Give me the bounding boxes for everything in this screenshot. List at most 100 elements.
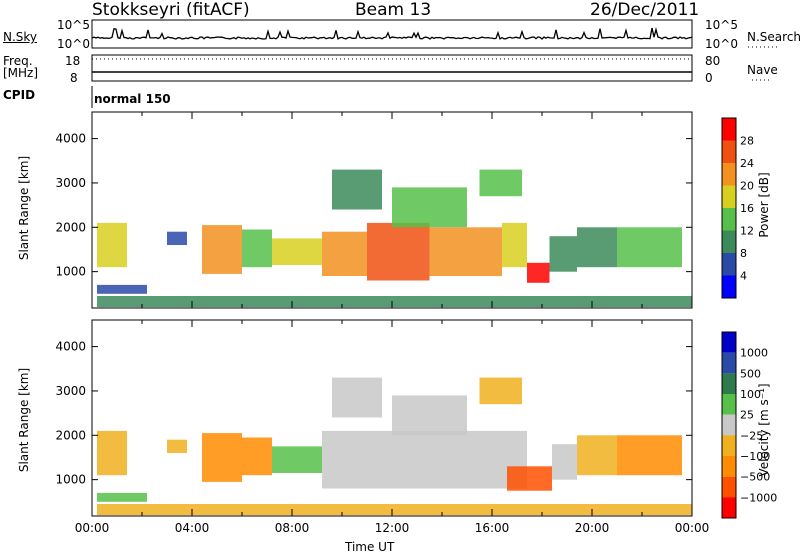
velocity-colorbar-segment-1 bbox=[722, 352, 736, 374]
velocity-echo-region-12 bbox=[617, 435, 682, 476]
power-echo-region-16 bbox=[97, 284, 147, 294]
nsearch-bottom-tick: 10^0 bbox=[705, 37, 738, 51]
velocity-colorbar-tick: −100 bbox=[740, 450, 770, 463]
nave-bottom-tick: 0 bbox=[705, 71, 713, 85]
nsearch-label: N.Search bbox=[747, 30, 800, 44]
power-colorbar-tick: 24 bbox=[740, 157, 754, 170]
velocity-colorbar-segment-2 bbox=[722, 373, 736, 394]
velocity-echo-region-8 bbox=[479, 377, 522, 405]
power-echo-region-10 bbox=[479, 169, 522, 197]
freq-unit-label: [MHz] bbox=[3, 66, 39, 80]
power-echo-region-17 bbox=[97, 296, 692, 308]
velocity-echo-region-13 bbox=[97, 492, 147, 502]
power-colorbar-segment-4 bbox=[722, 185, 736, 208]
power-colorbar-tick: 28 bbox=[740, 135, 754, 148]
nsearch-top-tick: 10^5 bbox=[705, 18, 738, 32]
xtick-label: 08:00 bbox=[275, 521, 310, 535]
power-colorbar-frame bbox=[721, 117, 737, 299]
power-colorbar-tick: 16 bbox=[740, 202, 754, 215]
velocity-echo-region-6 bbox=[332, 377, 382, 418]
station-title: Stokkseyri (fitACF) bbox=[92, 0, 250, 20]
xtick-label: 00:00 bbox=[675, 521, 710, 535]
velocity-colorbar-segment-0 bbox=[722, 332, 736, 353]
power-colorbar-segment-0 bbox=[722, 275, 736, 298]
velocity-colorbar-segment-6 bbox=[722, 456, 736, 477]
velocity-ytick-label: 1000 bbox=[55, 473, 86, 487]
velocity-colorbar-segment-3 bbox=[722, 394, 736, 415]
cpid-label: CPID bbox=[3, 88, 36, 102]
power-ytick-label: 2000 bbox=[55, 220, 86, 234]
velocity-echo-region-1 bbox=[167, 439, 187, 453]
velocity-echo-region-14 bbox=[97, 504, 692, 516]
freq-bottom-tick: 8 bbox=[70, 71, 78, 85]
power-colorbar-segment-1 bbox=[722, 253, 736, 276]
velocity-colorbar-tick: −25 bbox=[740, 429, 763, 442]
power-echo-region-8 bbox=[392, 187, 467, 228]
power-echo-region-9 bbox=[429, 227, 502, 277]
velocity-ytick-label: 2000 bbox=[55, 428, 86, 442]
power-echo-region-15 bbox=[617, 227, 682, 268]
power-echo-region-6 bbox=[332, 169, 382, 210]
velocity-colorbar-segment-5 bbox=[722, 435, 736, 456]
nsky-bottom-tick: 10^0 bbox=[57, 37, 90, 51]
nsky-panel-frame bbox=[91, 19, 693, 49]
velocity-ytick-label: 3000 bbox=[55, 384, 86, 398]
power-echo-region-4 bbox=[272, 238, 322, 265]
freq-panel-frame bbox=[91, 54, 693, 82]
velocity-echo-region-5 bbox=[322, 430, 527, 489]
power-ytick-label: 4000 bbox=[55, 132, 86, 146]
beam-title: Beam 13 bbox=[355, 0, 432, 20]
velocity-echo-region-11 bbox=[577, 435, 617, 476]
power-colorbar-tick: 20 bbox=[740, 180, 754, 193]
xtick-label: 12:00 bbox=[375, 521, 410, 535]
velocity-colorbar-frame bbox=[721, 331, 737, 519]
power-ytick-label: 1000 bbox=[55, 265, 86, 279]
power-ytick-label: 3000 bbox=[55, 176, 86, 190]
power-colorbar-segment-7 bbox=[722, 118, 736, 141]
power-colorbar-segment-6 bbox=[722, 140, 736, 163]
power-echo-region-7 bbox=[367, 222, 430, 281]
velocity-colorbar-tick: 100 bbox=[740, 388, 761, 401]
velocity-echo-region-2 bbox=[202, 433, 242, 482]
velocity-colorbar-tick: 500 bbox=[740, 367, 761, 380]
power-colorbar-tick: 4 bbox=[740, 270, 747, 283]
date-title: 26/Dec/2011 bbox=[590, 0, 700, 20]
freq-label: Freq. bbox=[3, 54, 33, 68]
x-axis-label: Time UT bbox=[345, 540, 395, 554]
xtick-label: 04:00 bbox=[175, 521, 210, 535]
velocity-echo-region-9 bbox=[507, 466, 552, 491]
nsky-trace bbox=[91, 27, 693, 40]
power-echo-region-13 bbox=[549, 236, 577, 272]
cpid-mode: normal 150 bbox=[94, 92, 171, 106]
power-echo-region-3 bbox=[242, 229, 272, 268]
velocity-echo-region-0 bbox=[97, 430, 127, 476]
nsky-top-tick: 10^5 bbox=[57, 18, 90, 32]
xtick-label: 20:00 bbox=[575, 521, 610, 535]
power-echo-region-5 bbox=[322, 231, 367, 276]
power-colorbar-segment-5 bbox=[722, 163, 736, 186]
power-echo-region-0 bbox=[97, 222, 127, 268]
velocity-colorbar-segment-7 bbox=[722, 476, 736, 498]
power-echo-region-1 bbox=[167, 231, 187, 245]
power-colorbar-segment-3 bbox=[722, 208, 736, 231]
velocity-colorbar-segment-4 bbox=[722, 414, 736, 436]
power-echo-region-12 bbox=[527, 262, 550, 283]
xtick-label: 16:00 bbox=[475, 521, 510, 535]
velocity-echo-region-3 bbox=[242, 437, 272, 476]
freq-top-tick: 18 bbox=[65, 54, 81, 68]
velocity-colorbar-tick: −500 bbox=[740, 471, 770, 484]
power-echo-region-2 bbox=[202, 225, 242, 274]
power-echo-region-14 bbox=[577, 227, 617, 268]
velocity-echo-region-10 bbox=[552, 444, 577, 480]
velocity-colorbar-tick: 1000 bbox=[740, 347, 768, 360]
velocity-colorbar-segment-8 bbox=[722, 497, 736, 518]
nsky-label: N.Sky bbox=[3, 30, 38, 44]
velocity-echo-region-7 bbox=[392, 395, 467, 436]
nave-top-tick: 80 bbox=[705, 54, 721, 68]
velocity-colorbar-tick: −1000 bbox=[740, 491, 777, 504]
velocity-colorbar-tick: 25 bbox=[740, 409, 754, 422]
power-colorbar-segment-2 bbox=[722, 230, 736, 253]
velocity-echo-region-4 bbox=[272, 446, 322, 473]
power-colorbar-tick: 8 bbox=[740, 247, 747, 260]
